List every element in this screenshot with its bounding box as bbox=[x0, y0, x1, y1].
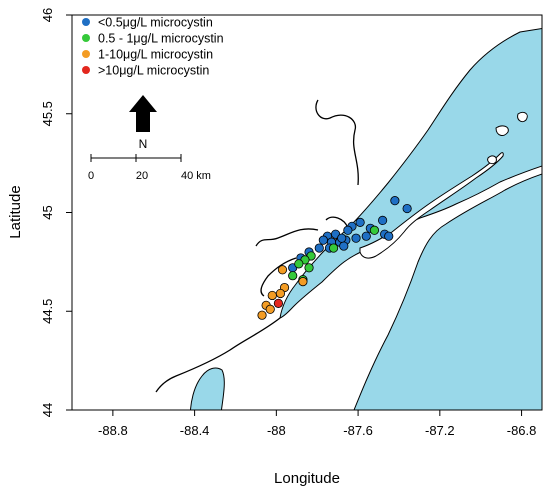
y-axis: 44 44.5 45 45.5 46 bbox=[40, 8, 72, 417]
sample-point bbox=[318, 235, 328, 245]
sample-point bbox=[267, 290, 277, 301]
north-arrow: N bbox=[129, 95, 157, 151]
river bbox=[260, 257, 297, 297]
river bbox=[155, 317, 281, 393]
legend-marker bbox=[82, 18, 90, 26]
scale-bar: 0 20 40 km bbox=[88, 154, 211, 182]
sample-point bbox=[351, 233, 361, 243]
y-axis-label: Latitude bbox=[7, 185, 24, 238]
north-arrow-icon bbox=[129, 95, 157, 132]
x-axis-label: Longitude bbox=[274, 470, 340, 487]
sample-point bbox=[257, 310, 267, 320]
scale-bar-label: 40 km bbox=[181, 170, 211, 182]
sample-point bbox=[273, 298, 283, 308]
legend: <0.5μg/L microcystin 0.5 - 1μg/L microcys… bbox=[82, 16, 224, 78]
legend-label: 1-10μg/L microcystin bbox=[98, 48, 213, 62]
lake-michigan-water bbox=[353, 173, 542, 410]
scale-bar-label: 0 bbox=[88, 170, 94, 182]
sample-point bbox=[355, 217, 365, 227]
x-tick-label: -88.8 bbox=[98, 423, 128, 438]
legend-marker bbox=[82, 66, 90, 74]
north-label: N bbox=[139, 137, 148, 151]
river bbox=[325, 216, 349, 229]
river bbox=[255, 228, 319, 247]
y-tick-label: 44.5 bbox=[40, 299, 55, 324]
sample-point bbox=[343, 225, 353, 235]
x-tick-label: -87.6 bbox=[343, 423, 373, 438]
sample-point bbox=[288, 271, 298, 281]
sample-point bbox=[294, 259, 304, 269]
x-tick-label: -88 bbox=[267, 423, 286, 438]
sample-point bbox=[369, 225, 380, 235]
sample-point bbox=[275, 288, 286, 299]
sample-point bbox=[390, 196, 400, 206]
door-peninsula-land bbox=[359, 152, 504, 259]
sample-point bbox=[402, 203, 412, 214]
legend-label: >10μg/L microcystin bbox=[98, 64, 209, 78]
sample-point bbox=[378, 215, 388, 225]
legend-label: <0.5μg/L microcystin bbox=[98, 16, 213, 30]
island-land bbox=[517, 111, 528, 123]
legend-label: 0.5 - 1μg/L microcystin bbox=[98, 32, 224, 46]
x-tick-label: -86.8 bbox=[507, 423, 537, 438]
x-tick-label: -88.4 bbox=[180, 423, 210, 438]
sample-point bbox=[328, 243, 339, 253]
y-tick-label: 44 bbox=[40, 403, 55, 417]
scale-bar-label: 20 bbox=[136, 170, 148, 182]
y-tick-label: 46 bbox=[40, 8, 55, 22]
sample-point bbox=[304, 263, 314, 273]
sample-point bbox=[265, 304, 275, 314]
sample-point bbox=[361, 231, 371, 241]
y-tick-label: 45.5 bbox=[40, 101, 55, 126]
sample-point bbox=[384, 231, 394, 241]
sample-points bbox=[257, 196, 412, 320]
x-tick-label: -87.2 bbox=[425, 423, 455, 438]
legend-marker bbox=[82, 50, 90, 58]
x-axis: -88.8 -88.4 -88 -87.6 -87.2 -86.8 bbox=[98, 410, 536, 438]
river bbox=[315, 99, 359, 186]
sample-point bbox=[277, 265, 288, 275]
sample-point bbox=[337, 233, 347, 243]
sample-point bbox=[339, 241, 349, 251]
sample-point bbox=[314, 243, 324, 253]
y-tick-label: 45 bbox=[40, 205, 55, 219]
lake-winnebago-water bbox=[189, 367, 225, 410]
island-land bbox=[495, 125, 509, 136]
island-land bbox=[487, 155, 497, 165]
legend-marker bbox=[82, 34, 90, 42]
sample-point bbox=[298, 277, 308, 287]
